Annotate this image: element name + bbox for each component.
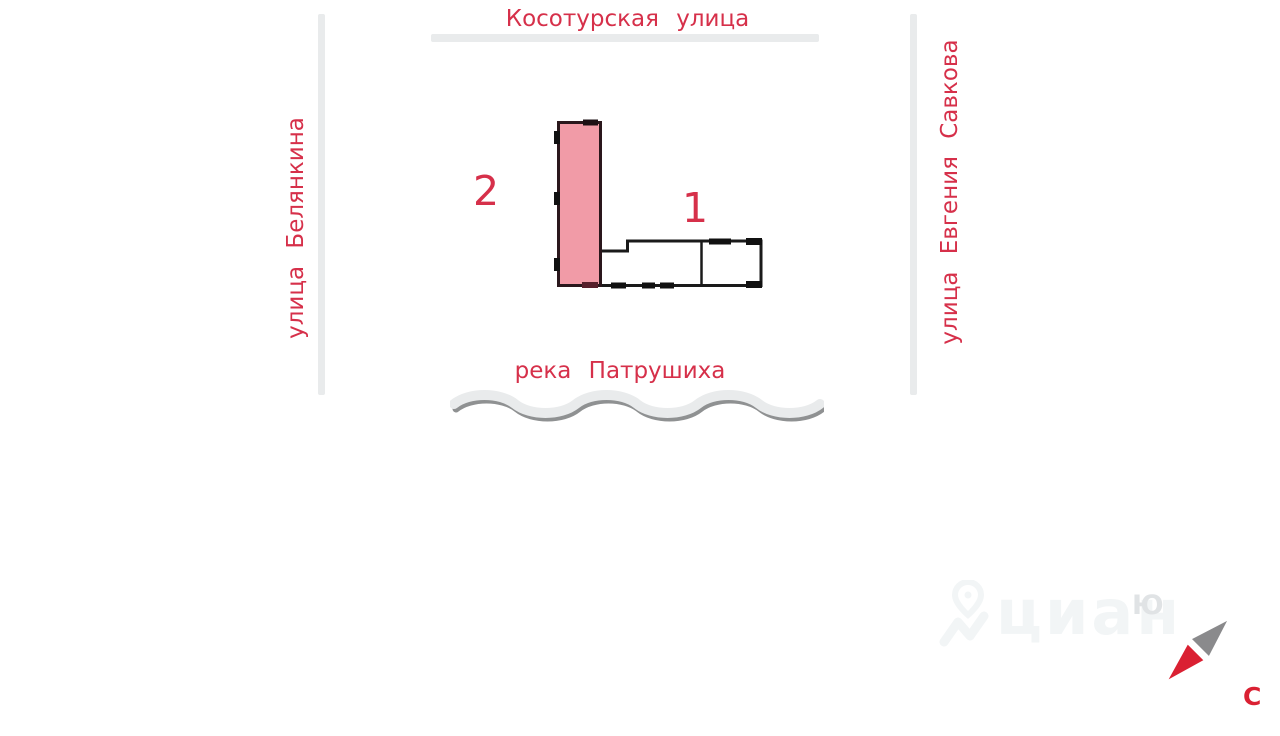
building-1-shape[interactable]	[599, 238, 763, 289]
building-2-shape[interactable]	[554, 119, 602, 289]
street-label-top: Косотурская улица	[505, 6, 750, 32]
cian-pin-icon	[939, 578, 989, 647]
compass-north-label: С	[1243, 682, 1262, 711]
building-2-number: 2	[473, 167, 500, 215]
cian-watermark-text: циан	[996, 576, 1183, 649]
street-label-right: улица Евгения Савкова	[937, 39, 963, 345]
road-left-bar	[318, 14, 325, 395]
buildings-canvas	[554, 119, 763, 289]
river-wave	[450, 390, 824, 422]
road-top-bar	[431, 34, 819, 42]
road-right-bar	[910, 14, 917, 395]
compass-south-label: Ю	[1132, 590, 1164, 621]
street-label-left: улица Белянкина	[283, 117, 309, 339]
building-1-number: 1	[682, 184, 709, 232]
compass-needle-icon	[1163, 615, 1233, 685]
river-label: река Патрушиха	[514, 358, 726, 384]
cian-watermark: циан	[938, 578, 1179, 660]
